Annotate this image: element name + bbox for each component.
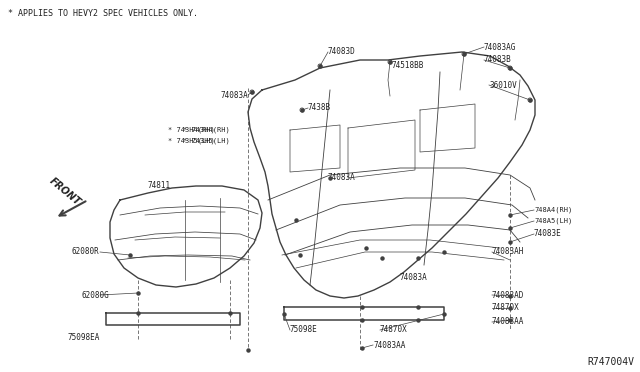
Text: 74083E: 74083E bbox=[534, 230, 562, 238]
Text: 74083D: 74083D bbox=[328, 48, 356, 57]
Text: 74811: 74811 bbox=[147, 180, 170, 189]
Text: 74083AA: 74083AA bbox=[373, 340, 405, 350]
Text: 748A5(LH): 748A5(LH) bbox=[534, 218, 572, 224]
Text: 75098EA: 75098EA bbox=[68, 334, 100, 343]
Text: 7438B: 7438B bbox=[308, 103, 331, 112]
Text: 74083AD: 74083AD bbox=[492, 291, 524, 299]
Text: 74870X: 74870X bbox=[380, 326, 408, 334]
Text: 62080R: 62080R bbox=[72, 247, 100, 257]
Text: 74083A: 74083A bbox=[400, 273, 428, 282]
Text: 74518BB: 74518BB bbox=[392, 61, 424, 70]
Text: 74083AH: 74083AH bbox=[492, 247, 524, 257]
Text: 74083AA: 74083AA bbox=[492, 317, 524, 327]
Text: 748A4(RH): 748A4(RH) bbox=[534, 207, 572, 213]
Text: R747004V: R747004V bbox=[587, 357, 634, 367]
Text: 75098E: 75098E bbox=[290, 326, 317, 334]
Text: 36010V: 36010V bbox=[489, 80, 516, 90]
Text: 62080G: 62080G bbox=[82, 291, 109, 299]
Text: * 743H5(LH): * 743H5(LH) bbox=[168, 138, 215, 144]
Text: * 743H5(LH): * 743H5(LH) bbox=[183, 138, 230, 144]
Text: * 743H4(RH): * 743H4(RH) bbox=[183, 127, 230, 133]
Text: 74083B: 74083B bbox=[484, 55, 512, 64]
Text: * APPLIES TO HEVY2 SPEC VEHICLES ONLY.: * APPLIES TO HEVY2 SPEC VEHICLES ONLY. bbox=[8, 10, 198, 19]
Text: 74870X: 74870X bbox=[492, 304, 520, 312]
Text: 74083A: 74083A bbox=[220, 90, 248, 99]
Text: * 743H4(RH): * 743H4(RH) bbox=[168, 127, 215, 133]
Text: FRONT: FRONT bbox=[47, 176, 83, 208]
Text: 74083AG: 74083AG bbox=[484, 42, 516, 51]
Text: 74083A: 74083A bbox=[328, 173, 356, 183]
